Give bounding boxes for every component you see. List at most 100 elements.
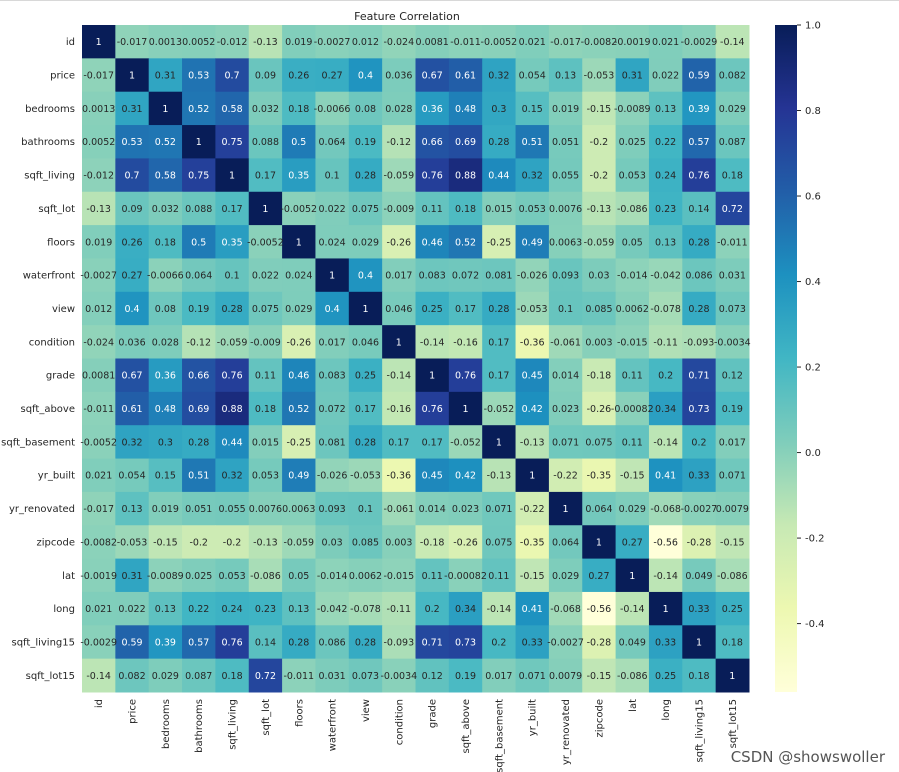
cell-value-label: -0.0052	[280, 204, 317, 215]
heatmap-cell	[115, 458, 150, 493]
cell-value-label: 0.18	[288, 104, 309, 115]
heatmap-cell	[415, 91, 450, 126]
cell-value-label: -0.012	[83, 171, 114, 182]
heatmap-cell	[682, 458, 717, 493]
cell-value-label: -0.0034	[714, 337, 751, 348]
cell-value-label: -0.053	[517, 304, 548, 315]
cell-value-label: 0.036	[118, 337, 145, 348]
heatmap-cell	[382, 125, 416, 159]
heatmap-cell	[515, 391, 550, 426]
heatmap-cell	[282, 558, 316, 593]
heatmap-cell	[82, 558, 116, 593]
heatmap-cell	[515, 125, 550, 159]
cell-value-label: 0.28	[688, 304, 709, 315]
cell-value-label: 0.35	[221, 237, 242, 248]
y-tick-label: grade	[46, 371, 75, 382]
cell-value-label: 0.44	[221, 437, 242, 448]
cell-value-label: -0.2	[223, 537, 242, 548]
y-tick-label: view	[52, 304, 75, 315]
heatmap-cell	[682, 225, 717, 259]
cell-value-label: 0.023	[452, 504, 479, 515]
heatmap-cell	[615, 225, 650, 259]
cell-value-label: -0.0027	[547, 637, 584, 648]
heatmap-cell	[182, 91, 216, 126]
cell-value-label: -0.061	[550, 337, 581, 348]
cell-value-label: 0.36	[155, 371, 176, 382]
x-tick-label: sqft_lot15	[728, 699, 739, 748]
heatmap-cell	[282, 491, 316, 526]
x-tick-label: sqft_living15	[694, 699, 705, 763]
heatmap-cell	[615, 58, 650, 93]
cell-value-label: 0.15	[522, 104, 543, 115]
cell-value-label: 0.17	[388, 437, 409, 448]
heatmap-cell	[282, 625, 316, 660]
heatmap-cell	[415, 425, 450, 460]
heatmap-cell	[315, 625, 350, 660]
heatmap-cell	[582, 258, 617, 293]
heatmap-cell	[448, 625, 483, 660]
heatmap-cell	[82, 525, 116, 560]
cell-value-label: 0.46	[422, 237, 443, 248]
cell-value-label: 0.25	[355, 371, 376, 382]
cell-value-label: 0.0063	[549, 237, 582, 248]
cell-value-label: -0.015	[617, 337, 648, 348]
cell-value-label: 1	[463, 404, 469, 415]
heatmap-cell	[515, 491, 550, 526]
heatmap-cell	[648, 258, 683, 293]
heatmap-cell	[148, 558, 183, 593]
heatmap-cell	[682, 391, 717, 426]
heatmap-cell	[115, 258, 150, 293]
heatmap-cell	[482, 558, 517, 593]
heatmap-cell	[282, 425, 316, 460]
heatmap-cell	[515, 525, 550, 560]
cell-value-label: 0.015	[485, 204, 512, 215]
cell-value-label: 0.11	[422, 571, 443, 582]
cell-value-label: 1	[96, 37, 102, 48]
cell-value-label: 0.13	[655, 104, 676, 115]
cell-value-label: 0.0063	[282, 504, 315, 515]
cell-value-label: 0.33	[688, 471, 709, 482]
cell-value-label: 0.085	[585, 304, 612, 315]
heatmap-cell	[582, 558, 617, 593]
heatmap-cell	[315, 458, 350, 493]
cell-value-label: 0.017	[319, 337, 346, 348]
cell-value-label: -0.026	[517, 271, 548, 282]
heatmap-cell	[348, 525, 383, 560]
cell-value-label: 0.22	[655, 137, 676, 148]
heatmap-cell	[415, 125, 450, 159]
heatmap-cell	[448, 525, 483, 560]
cell-value-label: -0.078	[650, 304, 681, 315]
cell-value-label: 0.024	[285, 271, 312, 282]
cell-value-label: -0.024	[384, 37, 415, 48]
cell-value-label: 0.76	[221, 637, 242, 648]
cell-value-label: 0.27	[622, 537, 643, 548]
cell-value-label: -0.0089	[614, 104, 651, 115]
cell-value-label: 0.019	[85, 237, 112, 248]
heatmap-cell	[682, 125, 717, 159]
heatmap-cell	[582, 491, 617, 526]
heatmap-cell	[482, 458, 517, 493]
cell-value-label: 0.52	[455, 237, 476, 248]
cell-value-label: 0.76	[221, 371, 242, 382]
cell-value-label: 0.45	[522, 371, 543, 382]
heatmap-cell	[582, 425, 617, 460]
heatmap-cell	[182, 591, 216, 626]
cell-value-label: 0.11	[488, 571, 509, 582]
cell-value-label: -0.26	[286, 337, 311, 348]
x-tick-label: bathrooms	[194, 699, 205, 753]
colorbar-tick-label: -0.2	[805, 534, 825, 545]
heatmap-cell	[348, 225, 383, 259]
x-tick-label: floors	[294, 699, 305, 727]
heatmap-cell	[382, 558, 416, 593]
cell-value-label: 0.003	[385, 537, 412, 548]
heatmap-cell	[182, 425, 216, 460]
cell-value-label: 0.41	[522, 604, 543, 615]
cell-value-label: -0.14	[387, 371, 412, 382]
heatmap-cell	[115, 491, 150, 526]
heatmap-cell	[382, 191, 416, 226]
heatmap-cell	[215, 591, 250, 626]
cell-value-label: 0.61	[121, 404, 142, 415]
heatmap-cell	[315, 125, 350, 159]
x-tick-label: sqft_above	[461, 699, 472, 754]
heatmap-cell	[215, 358, 250, 393]
